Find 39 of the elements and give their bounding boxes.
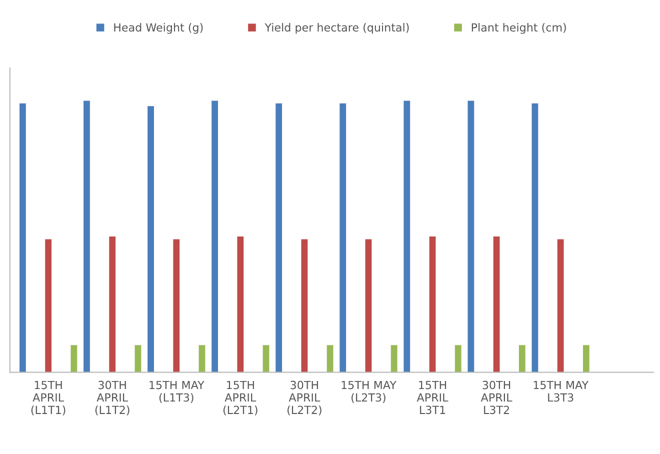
bar <box>148 106 154 372</box>
legend-label: Head Weight (g) <box>114 23 203 34</box>
bar <box>390 345 398 372</box>
x-tick-label: 15TH APRIL L3T1 <box>416 380 448 414</box>
x-tick-label: 30TH APRIL (L1T2) <box>95 380 130 416</box>
bar <box>582 345 590 372</box>
bar <box>340 103 346 372</box>
bar <box>518 345 526 372</box>
bar <box>45 239 52 372</box>
x-tick-label: 30TH APRIL (L2T2) <box>288 380 322 416</box>
bar <box>109 236 116 372</box>
bar <box>404 100 410 372</box>
legend-label: Plant height (cm) <box>472 23 566 34</box>
bar <box>532 103 538 372</box>
bar <box>20 103 26 372</box>
bar <box>212 100 218 372</box>
bar <box>134 345 142 372</box>
bar <box>276 103 282 372</box>
bar <box>301 239 308 372</box>
bar <box>173 239 180 372</box>
bar <box>365 239 372 372</box>
x-tick-label: 15TH APRIL (L2T1) <box>223 380 258 416</box>
x-tick-label: 15TH MAY (L1T3) <box>150 380 204 403</box>
x-tick-label: 15TH MAY (L2T3) <box>342 380 396 403</box>
bar <box>454 345 462 372</box>
bar <box>84 100 90 372</box>
bar <box>237 236 244 372</box>
legend-label: Yield per hectare (quintal) <box>264 23 409 34</box>
bar <box>198 345 206 372</box>
x-tick-label: 15TH APRIL (L1T1) <box>31 380 66 416</box>
bar <box>262 345 270 372</box>
bar <box>557 239 564 372</box>
bar <box>468 100 474 372</box>
x-tick-label: 30TH APRIL L3T2 <box>480 380 512 414</box>
bar <box>429 236 436 372</box>
bar <box>326 345 334 372</box>
bar <box>493 236 500 372</box>
x-tick-label: 15TH MAY L3T3 <box>534 380 589 402</box>
bar <box>70 345 78 372</box>
